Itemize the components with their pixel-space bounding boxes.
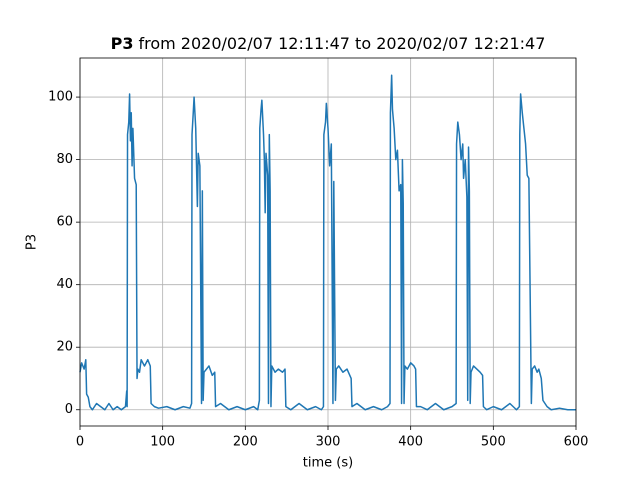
- x-tick-label: 400: [398, 435, 423, 450]
- x-axis-label: time (s): [303, 456, 353, 471]
- x-tick-label: 100: [150, 435, 175, 450]
- y-tick-label: 20: [56, 340, 73, 355]
- chart-title: P3 from 2020/02/07 12:11:47 to 2020/02/07…: [111, 34, 546, 53]
- plot-frame: [79, 57, 577, 427]
- x-tick-label: 300: [316, 435, 341, 450]
- y-tick-label: 0: [65, 402, 73, 417]
- x-tick-label: 0: [76, 435, 84, 450]
- data-line: [79, 74, 576, 411]
- y-axis-label: P3: [25, 234, 40, 250]
- title-rest: from 2020/02/07 12:11:47 to 2020/02/07 1…: [138, 34, 545, 53]
- y-tick-label: 40: [56, 277, 73, 292]
- y-tick-label: 100: [48, 90, 73, 105]
- title-bold: P3: [111, 34, 134, 53]
- y-tick-label: 60: [56, 215, 73, 230]
- y-tick-label: 80: [56, 152, 73, 167]
- x-tick-label: 500: [481, 435, 506, 450]
- x-tick-label: 200: [233, 435, 258, 450]
- x-tick-label: 600: [564, 435, 589, 450]
